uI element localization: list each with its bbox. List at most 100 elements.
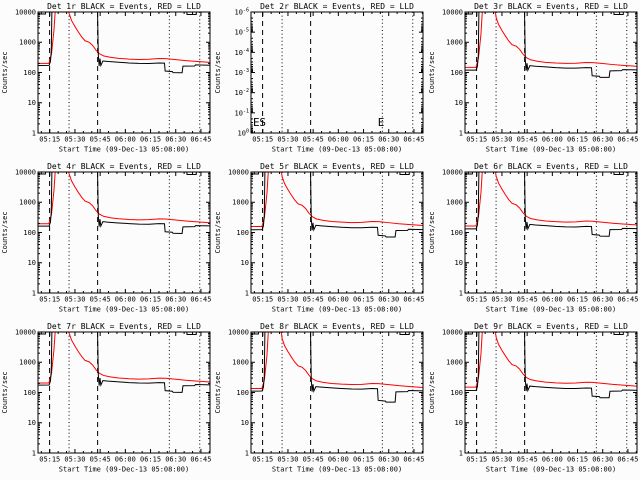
plot-frame [37, 11, 211, 134]
x-tick-label: 06:30 [592, 295, 613, 303]
x-tick-label: 05:45 [90, 135, 111, 143]
x-tick-label: 06:00 [328, 295, 349, 303]
y-tick-label: 1000 [446, 39, 463, 47]
x-tick-label: 06:15 [567, 295, 588, 303]
series-group [251, 332, 424, 403]
y-tick-label: 10 [241, 419, 249, 427]
y-tick-label: 1000 [446, 199, 463, 207]
y-axis-label: Counts/sec [214, 211, 222, 253]
x-tick-label: 05:45 [303, 135, 324, 143]
y-tick-label: 1 [32, 129, 36, 137]
y-axis-label: Counts/sec [1, 51, 9, 93]
flag-letter-marker: S [260, 116, 267, 129]
x-tick-label: 06:15 [140, 455, 161, 463]
y-tick-label: 1 [32, 449, 36, 457]
panel-title: Det 7r BLACK = Events, RED = LLD [47, 322, 201, 331]
y-tick-label: 10000 [15, 328, 36, 336]
y-tick-label: 100 [23, 69, 36, 77]
x-tick-label: 05:30 [278, 455, 299, 463]
x-tick-label: 05:15 [466, 295, 487, 303]
flag-letter-marker: E [378, 116, 385, 129]
series-events [464, 12, 637, 78]
x-tick-label: 06:45 [404, 455, 425, 463]
x-tick-label: 05:30 [491, 295, 512, 303]
series-lld [37, 172, 210, 225]
series-events [251, 172, 424, 238]
y-tick-label: 100 [238, 128, 249, 137]
panel-title: Det 9r BLACK = Events, RED = LLD [474, 322, 628, 331]
flag-letter-marker: E [253, 116, 260, 129]
panel-title: Det 3r BLACK = Events, RED = LLD [474, 2, 628, 11]
x-tick-label: 06:45 [190, 455, 211, 463]
panel-det-7r: 05:15 05:30 05:45 06:00 06:15 06:30 06:45 1 10 10… [1, 322, 211, 474]
x-tick-label: 05:15 [253, 455, 274, 463]
x-tick-label: 05:15 [39, 455, 60, 463]
x-tick-label: 05:30 [64, 295, 85, 303]
x-tick-label: 06:00 [541, 455, 562, 463]
y-axis-label: Counts/sec [214, 371, 222, 413]
x-axis-label: Start Time (09-Dec-13 05:08:00) [272, 305, 402, 313]
x-tick-label: 05:15 [253, 135, 274, 143]
y-tick-label: 1 [458, 289, 462, 297]
y-tick-label: 10 [28, 259, 36, 267]
y-tick-label: 1000 [19, 359, 36, 367]
x-tick-label: 06:00 [115, 295, 136, 303]
panel-det-5r: 05:15 05:30 05:45 06:00 06:15 06:30 06:45 1 10 10… [214, 162, 425, 314]
y-axis-label: Counts/sec [428, 371, 436, 413]
series-lld [37, 12, 210, 64]
panel-title: Det 6r BLACK = Events, RED = LLD [474, 162, 628, 171]
x-tick-label: 06:15 [567, 135, 588, 143]
plot-area: 05:15 05:30 05:45 06:00 06:15 06:30 06:45 1 10 10… [428, 2, 638, 154]
y-tick-label: 10-3 [235, 68, 249, 77]
x-tick-label: 05:30 [278, 295, 299, 303]
plot-frame [250, 11, 424, 134]
x-tick-label: 06:15 [353, 135, 374, 143]
y-tick-label: 10 [241, 259, 249, 267]
plot-frame [464, 331, 638, 454]
x-tick-label: 06:45 [404, 295, 425, 303]
x-axis-label: Start Time (09-Dec-13 05:08:00) [272, 465, 402, 473]
x-tick-label: 06:00 [115, 455, 136, 463]
x-tick-label: 06:30 [379, 135, 400, 143]
y-axis-label: Counts/sec [214, 51, 222, 93]
y-tick-label: 10-4 [235, 48, 249, 57]
panel-title: Det 5r BLACK = Events, RED = LLD [260, 162, 414, 171]
series-lld [37, 332, 210, 384]
x-tick-label: 06:00 [328, 135, 349, 143]
x-tick-label: 05:15 [253, 295, 274, 303]
x-tick-label: 05:30 [64, 135, 85, 143]
x-tick-label: 05:15 [39, 135, 60, 143]
x-tick-label: 05:45 [90, 455, 111, 463]
series-lld [251, 172, 424, 227]
x-tick-label: 06:15 [140, 295, 161, 303]
series-lld [464, 12, 637, 68]
plot-area: 05:15 05:30 05:45 06:00 06:15 06:30 06:45 1 10 10… [214, 162, 425, 314]
plot-area: 05:15 05:30 05:45 06:00 06:15 06:30 06:45 1 10 10… [428, 322, 638, 474]
y-tick-label: 100 [23, 389, 36, 397]
panel-title: Det 4r BLACK = Events, RED = LLD [47, 162, 201, 171]
panel-det-8r: 05:15 05:30 05:45 06:00 06:15 06:30 06:45 1 10 10… [214, 322, 425, 473]
x-axis-label: Start Time (09-Dec-13 05:08:00) [485, 305, 615, 313]
y-tick-label: 10000 [228, 329, 249, 337]
x-tick-label: 06:00 [541, 135, 562, 143]
plot-frame [464, 11, 638, 134]
y-tick-label: 10-1 [235, 108, 249, 117]
x-tick-label: 06:15 [567, 455, 588, 463]
series-events [37, 12, 210, 74]
x-tick-label: 05:45 [516, 135, 537, 143]
x-tick-label: 06:00 [115, 135, 136, 143]
series-events [37, 172, 210, 234]
y-tick-label: 10 [454, 259, 462, 267]
y-tick-label: 10000 [442, 8, 463, 16]
y-axis-label: Counts/sec [428, 51, 436, 93]
y-tick-label: 100 [23, 229, 36, 237]
x-tick-label: 06:45 [617, 295, 638, 303]
x-tick-label: 06:30 [592, 455, 613, 463]
x-tick-label: 06:45 [190, 135, 211, 143]
y-tick-label: 1000 [232, 359, 249, 367]
series-events [251, 332, 424, 403]
y-tick-label: 10-6 [235, 7, 249, 16]
y-tick-label: 10 [28, 99, 36, 107]
y-tick-label: 1000 [446, 359, 463, 367]
panel-det-9r: 05:15 05:30 05:45 06:00 06:15 06:30 06:45 1 10 10… [428, 322, 638, 474]
